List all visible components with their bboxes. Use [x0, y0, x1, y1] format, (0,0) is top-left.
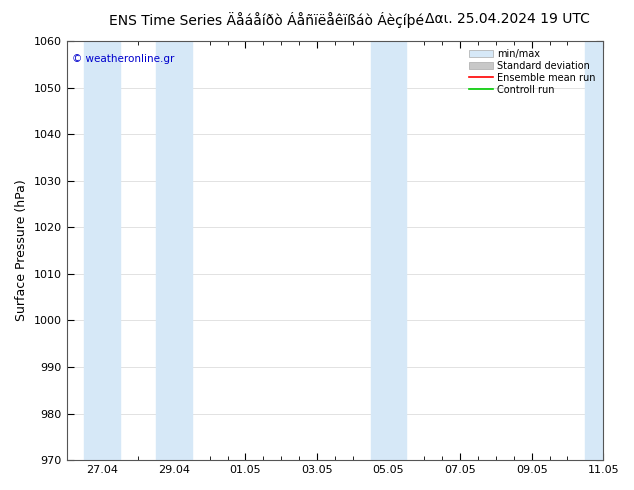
Bar: [84, 41, 120, 460]
Bar: [585, 41, 603, 460]
Bar: [371, 41, 389, 460]
Legend: min/max, Standard deviation, Ensemble mean run, Controll run: min/max, Standard deviation, Ensemble me…: [466, 46, 598, 98]
Text: Δαι. 25.04.2024 19 UTC: Δαι. 25.04.2024 19 UTC: [425, 12, 590, 26]
Bar: [156, 41, 191, 460]
Text: © weatheronline.gr: © weatheronline.gr: [72, 53, 174, 64]
Text: ENS Time Series Äåáåíðò Áåñïëåêïßáò Áèçíþé: ENS Time Series Äåáåíðò Áåñïëåêïßáò Áèçí…: [109, 12, 424, 28]
Bar: [389, 41, 406, 460]
Y-axis label: Surface Pressure (hPa): Surface Pressure (hPa): [15, 180, 28, 321]
